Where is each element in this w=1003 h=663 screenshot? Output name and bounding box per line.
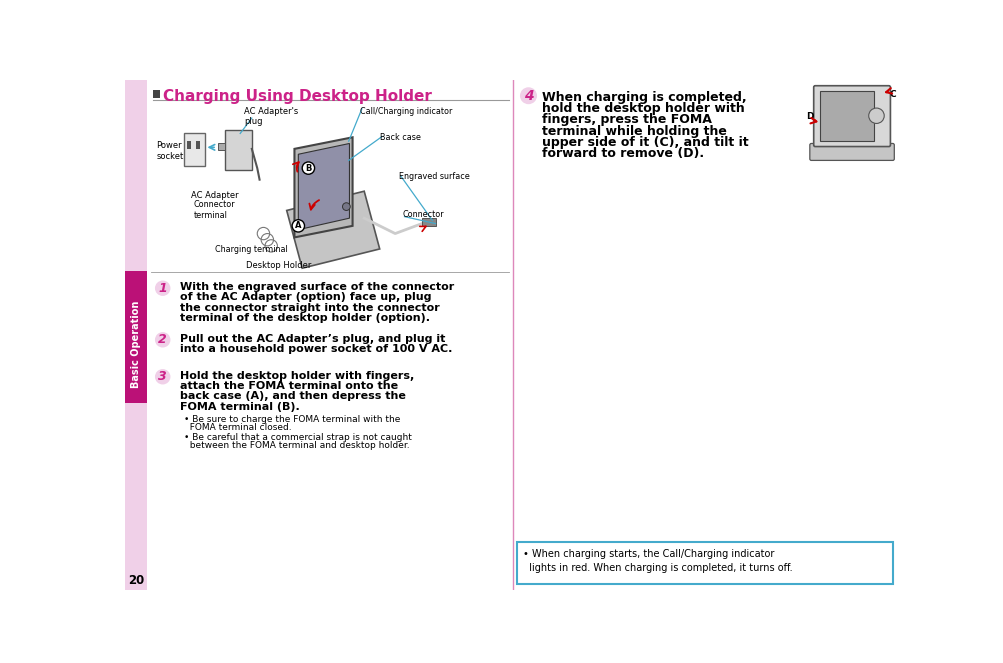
Bar [125,80,147,590]
Text: terminal while holding the: terminal while holding the [542,125,726,138]
Text: Power
socket: Power socket [156,141,184,160]
Text: into a household power socket of 100 V AC.: into a household power socket of 100 V A… [180,344,451,354]
Bar [188,141,192,149]
Bar [219,143,226,150]
Bar [153,90,160,98]
Circle shape [154,369,171,385]
Text: 20: 20 [128,573,144,587]
Text: terminal of the desktop holder (option).: terminal of the desktop holder (option). [180,313,429,324]
Polygon shape [287,191,379,269]
Bar [225,129,252,170]
Text: the connector straight into the connector: the connector straight into the connecto… [180,303,439,313]
Text: • Be careful that a commercial strap is not caught: • Be careful that a commercial strap is … [184,433,411,442]
Text: back case (A), and then depress the: back case (A), and then depress the [180,391,405,401]
Text: C: C [889,90,896,99]
Text: lights in red. When charging is completed, it turns off.: lights in red. When charging is complete… [523,563,792,573]
Circle shape [520,88,537,104]
Text: FOMA terminal (B).: FOMA terminal (B). [180,402,299,412]
Text: Call/Charging indicator: Call/Charging indicator [360,107,452,115]
Text: 2: 2 [158,333,166,346]
Circle shape [868,108,884,123]
Polygon shape [298,143,349,229]
FancyBboxPatch shape [812,86,890,147]
Text: Desktop Holder: Desktop Holder [246,261,311,270]
Bar [422,218,436,226]
Text: D: D [805,112,812,121]
Bar [125,271,147,403]
Bar [184,133,206,166]
Text: of the AC Adapter (option) face up, plug: of the AC Adapter (option) face up, plug [180,292,431,302]
Polygon shape [294,137,352,237]
Text: Connector
terminal: Connector terminal [194,200,235,220]
Text: forward to remove (D).: forward to remove (D). [542,147,704,160]
Text: A: A [295,221,301,230]
Circle shape [292,219,304,232]
Text: • When charging starts, the Call/Charging indicator: • When charging starts, the Call/Chargin… [523,549,773,560]
Bar [196,141,200,149]
Text: B: B [305,164,311,172]
Text: hold the desktop holder with: hold the desktop holder with [542,102,744,115]
Text: 3: 3 [158,370,166,383]
Circle shape [154,280,171,296]
Text: between the FOMA terminal and desktop holder.: between the FOMA terminal and desktop ho… [184,442,409,450]
Text: fingers, press the FOMA: fingers, press the FOMA [542,113,711,127]
Text: • Be sure to charge the FOMA terminal with the: • Be sure to charge the FOMA terminal wi… [184,414,399,424]
Bar [517,542,892,584]
Text: With the engraved surface of the connector: With the engraved surface of the connect… [180,282,453,292]
Text: Charging Using Desktop Holder: Charging Using Desktop Holder [163,89,432,104]
Text: FOMA terminal closed.: FOMA terminal closed. [184,423,291,432]
Text: Charging terminal: Charging terminal [215,245,287,254]
Circle shape [154,332,171,347]
Text: When charging is completed,: When charging is completed, [542,91,746,104]
Text: Engraved surface: Engraved surface [398,172,469,181]
Circle shape [302,162,314,174]
Bar [819,91,874,141]
Text: Hold the desktop holder with fingers,: Hold the desktop holder with fingers, [180,371,413,381]
Text: Basic Operation: Basic Operation [131,301,141,388]
Text: 4: 4 [524,89,533,103]
FancyBboxPatch shape [809,143,894,160]
Text: AC Adapter's
plug: AC Adapter's plug [244,107,298,126]
Text: Back case: Back case [379,133,420,143]
Circle shape [342,203,350,210]
Text: upper side of it (C), and tilt it: upper side of it (C), and tilt it [542,136,748,149]
Text: 1: 1 [158,282,166,295]
Text: Pull out the AC Adapter’s plug, and plug it: Pull out the AC Adapter’s plug, and plug… [180,333,444,343]
Text: AC Adapter: AC Adapter [192,191,239,200]
Text: attach the FOMA terminal onto the: attach the FOMA terminal onto the [180,381,397,391]
Text: Connector: Connector [402,210,444,219]
